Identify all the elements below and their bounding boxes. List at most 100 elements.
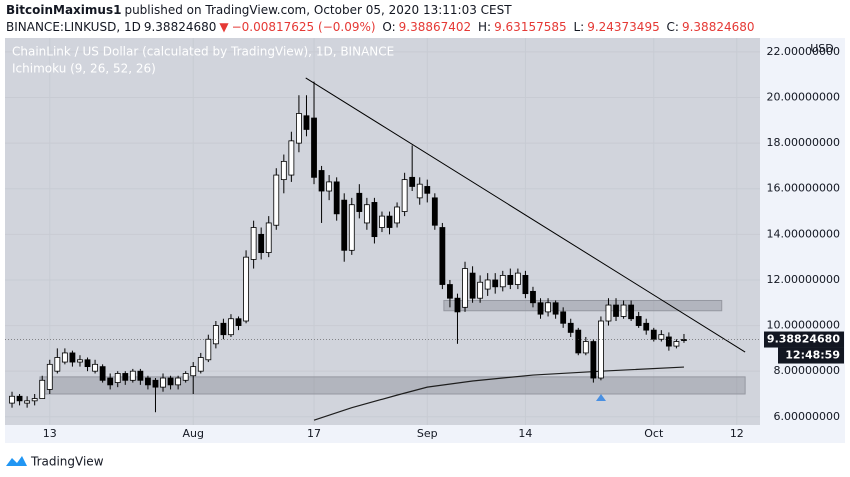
y-tick-label: 12.00000000	[767, 273, 840, 286]
candle	[507, 268, 514, 290]
candle	[484, 273, 491, 296]
open: 9.38867402	[398, 20, 472, 34]
candle-body	[665, 336, 672, 347]
candle	[288, 131, 295, 182]
x-tick-label: Aug	[182, 427, 203, 440]
candle-body	[190, 366, 197, 377]
candle-body	[575, 329, 582, 354]
candle-body	[643, 322, 650, 331]
candle	[673, 339, 680, 349]
candle	[190, 362, 197, 394]
candle-body	[333, 181, 340, 215]
axis-unit: USD	[810, 42, 834, 55]
candle	[296, 95, 302, 153]
candle-body	[175, 377, 182, 386]
candle	[356, 184, 363, 219]
arrow-marker	[596, 394, 606, 401]
candle	[318, 165, 325, 223]
candle-body	[484, 279, 491, 290]
candle-body	[39, 379, 46, 399]
candle-body	[394, 206, 400, 224]
candle	[348, 197, 355, 255]
candle-body	[628, 304, 635, 320]
candle-body	[552, 302, 559, 315]
candle-body	[243, 256, 249, 322]
candle	[228, 314, 234, 337]
candle-body	[507, 274, 514, 285]
candle	[567, 318, 574, 337]
candle	[114, 371, 121, 388]
close-label: C:	[666, 20, 679, 34]
candle-body	[212, 325, 219, 345]
candle	[160, 373, 166, 392]
candle-body	[288, 140, 295, 176]
trendline	[305, 77, 746, 353]
candle	[477, 275, 484, 303]
candle	[152, 378, 159, 413]
author[interactable]: BitcoinMaximus1	[6, 3, 122, 17]
candle-body	[522, 274, 529, 295]
candle	[635, 311, 642, 328]
candle	[522, 270, 529, 299]
candle	[303, 95, 310, 137]
candle	[341, 193, 348, 262]
candle	[537, 298, 544, 319]
candle-body	[235, 318, 242, 326]
candle-body	[341, 199, 348, 251]
candle-body	[197, 357, 204, 372]
candle-body	[9, 395, 15, 404]
candle-body	[401, 179, 408, 212]
candle-body	[16, 395, 23, 402]
x-tick-label: 13	[43, 427, 57, 440]
candle	[469, 266, 476, 303]
x-tick-label: 17	[307, 427, 321, 440]
candle	[439, 222, 446, 290]
x-tick-label: 14	[518, 427, 532, 440]
change: −0.00817625 (−0.09%)	[231, 20, 376, 34]
candle-body	[167, 377, 174, 386]
time-axis	[5, 425, 845, 443]
candle-body	[560, 311, 567, 324]
marks	[9, 77, 746, 421]
candle	[598, 316, 604, 381]
logo: TradingView	[6, 455, 104, 469]
candle	[560, 307, 567, 328]
candle	[424, 179, 431, 203]
candle	[605, 298, 612, 326]
candle-body	[61, 352, 68, 363]
candle	[107, 373, 114, 390]
y-tick-label: 20.00000000	[767, 91, 840, 104]
candle	[409, 145, 416, 192]
candle	[205, 334, 212, 363]
x-tick-label: 12	[730, 427, 744, 440]
candle	[243, 250, 249, 324]
candle	[379, 211, 385, 233]
candle-body	[77, 359, 83, 363]
candle-body	[122, 373, 129, 381]
candle-body	[99, 366, 106, 381]
candle	[394, 202, 400, 228]
x-tick-label: Sep	[417, 427, 438, 440]
candle-body	[145, 377, 151, 386]
candle-body	[54, 357, 61, 372]
candle	[499, 270, 506, 292]
candle-body	[386, 215, 393, 228]
countdown: 12:48:59	[785, 349, 840, 362]
y-tick-label: 10.00000000	[767, 319, 840, 332]
candle	[333, 177, 340, 221]
candle-body	[567, 322, 574, 333]
y-tick-label: 14.00000000	[767, 227, 840, 240]
last-price-label: 9.38824680	[767, 333, 840, 346]
candle-body	[545, 302, 551, 313]
candle	[386, 211, 393, 235]
arrow: ▼	[219, 20, 229, 34]
candle	[643, 318, 650, 335]
candle	[84, 357, 91, 372]
candle-body	[530, 290, 536, 304]
candle	[416, 177, 423, 205]
candle-body	[499, 274, 506, 288]
candle-body	[280, 160, 287, 181]
candle	[31, 393, 38, 406]
candle-body	[46, 363, 53, 390]
y-tick-label: 8.00000000	[774, 364, 840, 377]
